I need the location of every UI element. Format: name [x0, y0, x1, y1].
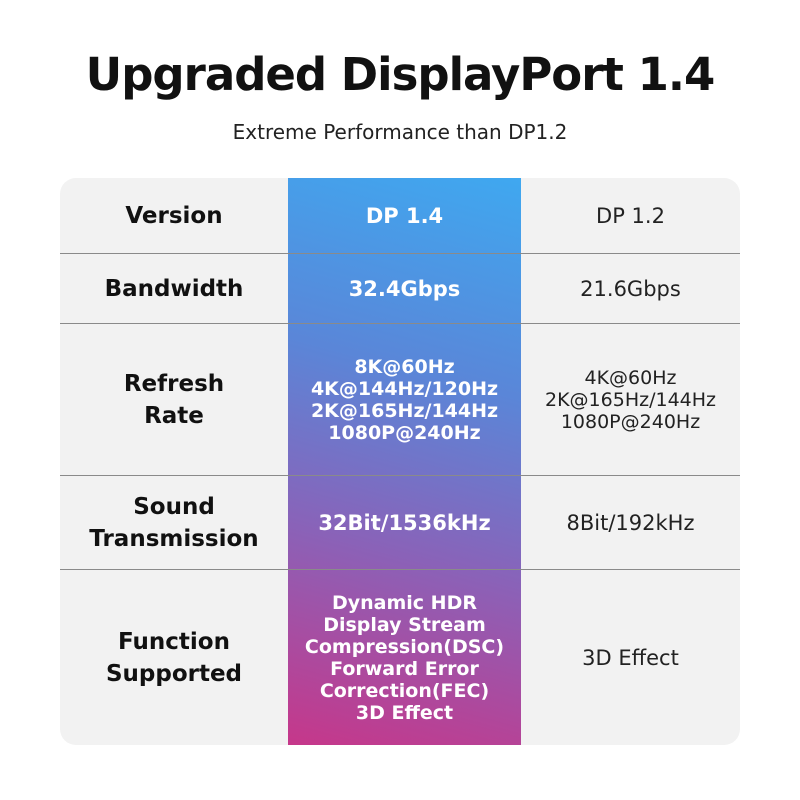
table-row: Refresh Rate 8K@60Hz 4K@144Hz/120Hz 2K@165Hz…	[60, 324, 740, 476]
dp14-value: DP 1.4	[288, 178, 521, 253]
dp14-value-line: 32Bit/1536kHz	[318, 510, 491, 535]
dp14-value: Dynamic HDR Display Stream Compression(DSC…	[288, 570, 521, 745]
page-title: Upgraded DisplayPort 1.4	[85, 48, 716, 101]
dp14-value-line: 32.4Gbps	[348, 276, 461, 301]
row-label: Refresh Rate	[60, 324, 288, 475]
dp14-value-line: 1080P@240Hz	[328, 421, 481, 444]
dp12-value: 4K@60Hz 2K@165Hz/144Hz 1080P@240Hz	[521, 324, 740, 475]
dp14-value: 32Bit/1536kHz	[288, 476, 521, 569]
row-label-line: Bandwidth	[104, 275, 244, 302]
row-label-line: Sound	[133, 493, 215, 520]
row-label-line: Supported	[105, 660, 243, 687]
dp12-value-line: 4K@60Hz	[584, 366, 677, 389]
table-row: Bandwidth 32.4Gbps 21.6Gbps	[60, 254, 740, 324]
dp14-value-line: Dynamic HDR	[331, 591, 477, 614]
dp12-value: DP 1.2	[521, 178, 740, 253]
dp14-value: 32.4Gbps	[288, 254, 521, 323]
row-label-line: Refresh	[123, 370, 225, 397]
dp14-value-line: 4K@144Hz/120Hz	[310, 377, 499, 400]
dp12-value: 8Bit/192kHz	[521, 476, 740, 569]
dp14-highlight-column	[288, 178, 521, 745]
row-label-line: Transmission	[89, 525, 259, 552]
dp12-value: 3D Effect	[521, 570, 740, 745]
dp14-value-line: Compression(DSC)	[304, 635, 505, 658]
dp14-value-line: 3D Effect	[355, 701, 454, 724]
dp12-value-line: 8Bit/192kHz	[566, 510, 695, 535]
row-label: Version	[60, 178, 288, 253]
dp12-value-line: 3D Effect	[582, 645, 679, 670]
dp12-value-line: DP 1.2	[596, 203, 665, 228]
row-label: Function Supported	[60, 570, 288, 745]
dp14-value: 8K@60Hz 4K@144Hz/120Hz 2K@165Hz/144Hz 1080P…	[288, 324, 521, 475]
row-label-line: Version	[125, 202, 223, 229]
dp14-value-line: Display Stream	[323, 613, 486, 636]
dp14-value-line: DP 1.4	[365, 203, 444, 228]
dp12-value: 21.6Gbps	[521, 254, 740, 323]
table-row: Function Supported Dynamic HDR Display Stre…	[60, 570, 740, 745]
dp14-value-line: 8K@60Hz	[354, 355, 455, 378]
dp12-value-line: 21.6Gbps	[580, 276, 681, 301]
table-row: Sound Transmission 32Bit/1536kHz 8Bit/192kH…	[60, 476, 740, 570]
dp14-value-line: Forward Error	[330, 657, 479, 680]
table-row: Version DP 1.4 DP 1.2	[60, 178, 740, 254]
row-label: Sound Transmission	[60, 476, 288, 569]
dp12-value-line: 1080P@240Hz	[560, 410, 701, 433]
page-subtitle: Extreme Performance than DP1.2	[232, 120, 568, 144]
dp14-value-line: 2K@165Hz/144Hz	[310, 399, 499, 422]
row-label: Bandwidth	[60, 254, 288, 323]
comparison-table: Version DP 1.4 DP 1.2 Bandwidth 32.4Gbps 21.6…	[60, 178, 740, 745]
row-label-line: Function	[117, 628, 230, 655]
dp12-value-line: 2K@165Hz/144Hz	[545, 388, 716, 411]
dp14-value-line: Correction(FEC)	[319, 679, 490, 702]
row-label-line: Rate	[144, 402, 204, 429]
